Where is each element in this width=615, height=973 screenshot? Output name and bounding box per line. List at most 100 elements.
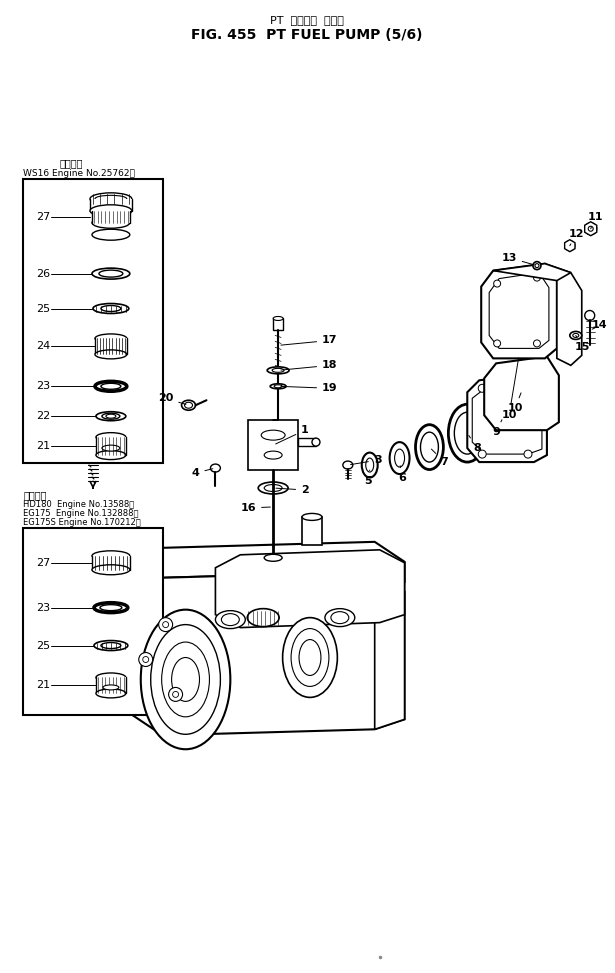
- Ellipse shape: [96, 689, 126, 698]
- Ellipse shape: [95, 196, 127, 202]
- Text: 18: 18: [281, 360, 338, 371]
- Ellipse shape: [95, 381, 127, 391]
- Ellipse shape: [494, 280, 501, 287]
- Ellipse shape: [267, 367, 289, 374]
- Ellipse shape: [478, 450, 486, 458]
- Text: 24: 24: [36, 342, 50, 351]
- Ellipse shape: [421, 432, 438, 462]
- Ellipse shape: [101, 642, 121, 649]
- Polygon shape: [375, 561, 405, 730]
- Text: 17: 17: [281, 336, 338, 345]
- Ellipse shape: [90, 193, 132, 204]
- Ellipse shape: [283, 618, 338, 698]
- Ellipse shape: [362, 452, 378, 478]
- Ellipse shape: [585, 310, 595, 320]
- Ellipse shape: [302, 514, 322, 521]
- Ellipse shape: [173, 692, 178, 698]
- Text: 19: 19: [281, 383, 338, 393]
- Ellipse shape: [210, 464, 220, 472]
- Text: 27: 27: [36, 212, 50, 222]
- Text: 15: 15: [575, 336, 590, 352]
- Polygon shape: [493, 264, 571, 280]
- Ellipse shape: [162, 622, 169, 628]
- Ellipse shape: [96, 433, 126, 442]
- Ellipse shape: [533, 274, 541, 281]
- Bar: [248, 420, 298, 470]
- Ellipse shape: [264, 451, 282, 459]
- Bar: [23, 528, 162, 715]
- Ellipse shape: [92, 217, 130, 229]
- Text: PT  フェエル  ポンプ: PT フェエル ポンプ: [270, 16, 344, 25]
- Ellipse shape: [570, 332, 582, 340]
- Text: 2: 2: [276, 485, 309, 495]
- Text: 4: 4: [191, 468, 213, 478]
- Ellipse shape: [184, 402, 192, 409]
- Ellipse shape: [274, 384, 282, 388]
- Bar: [298, 438, 316, 446]
- Ellipse shape: [533, 340, 541, 347]
- Text: FIG. 455  PT FUEL PUMP (5/6): FIG. 455 PT FUEL PUMP (5/6): [191, 28, 423, 42]
- Ellipse shape: [524, 450, 532, 458]
- Polygon shape: [585, 222, 597, 235]
- Ellipse shape: [273, 316, 283, 320]
- Bar: [92, 211, 130, 223]
- Text: WS16 Engine No.25762～: WS16 Engine No.25762～: [23, 169, 135, 178]
- Ellipse shape: [478, 384, 486, 392]
- Ellipse shape: [93, 304, 129, 313]
- Text: 1: 1: [276, 425, 309, 444]
- Text: 14: 14: [592, 320, 608, 331]
- Ellipse shape: [92, 269, 130, 279]
- Ellipse shape: [258, 482, 288, 494]
- Ellipse shape: [94, 602, 128, 613]
- Ellipse shape: [416, 424, 443, 470]
- Text: 20: 20: [158, 393, 186, 405]
- Text: 10: 10: [501, 358, 518, 420]
- Bar: [92, 556, 130, 570]
- Text: EG175S Engine No.170212～: EG175S Engine No.170212～: [23, 518, 141, 527]
- Ellipse shape: [96, 450, 126, 459]
- Text: 16: 16: [240, 503, 271, 513]
- Bar: [23, 179, 162, 463]
- Ellipse shape: [454, 413, 480, 454]
- Text: 適用号機: 適用号機: [23, 490, 47, 500]
- Polygon shape: [565, 239, 575, 252]
- Ellipse shape: [181, 400, 196, 411]
- Ellipse shape: [533, 262, 541, 270]
- Text: 23: 23: [36, 381, 50, 391]
- Text: 13: 13: [501, 253, 534, 265]
- Polygon shape: [481, 264, 557, 358]
- Text: 3: 3: [351, 455, 381, 465]
- Ellipse shape: [264, 485, 282, 491]
- Ellipse shape: [325, 609, 355, 627]
- Text: 5: 5: [364, 470, 371, 486]
- Ellipse shape: [159, 618, 173, 631]
- Polygon shape: [133, 558, 405, 736]
- Ellipse shape: [588, 227, 593, 232]
- Ellipse shape: [585, 223, 597, 234]
- Bar: [96, 677, 126, 694]
- Bar: [273, 318, 283, 331]
- Ellipse shape: [390, 442, 410, 474]
- Bar: [302, 517, 322, 545]
- Text: 8: 8: [469, 436, 481, 453]
- Ellipse shape: [448, 404, 486, 462]
- Ellipse shape: [524, 378, 532, 386]
- Ellipse shape: [395, 450, 405, 467]
- Ellipse shape: [215, 611, 245, 629]
- Text: 25: 25: [36, 304, 50, 313]
- Ellipse shape: [92, 564, 130, 575]
- Polygon shape: [484, 356, 559, 430]
- Text: 10: 10: [507, 393, 523, 414]
- Polygon shape: [489, 272, 549, 348]
- Text: 21: 21: [36, 680, 50, 691]
- Ellipse shape: [106, 414, 116, 418]
- Polygon shape: [133, 542, 405, 582]
- Ellipse shape: [331, 612, 349, 624]
- Ellipse shape: [272, 369, 284, 373]
- Ellipse shape: [573, 334, 579, 338]
- Text: 適用号機: 適用号機: [59, 158, 83, 168]
- Ellipse shape: [95, 350, 127, 359]
- Ellipse shape: [96, 412, 126, 420]
- Ellipse shape: [99, 270, 123, 277]
- Text: 21: 21: [36, 441, 50, 451]
